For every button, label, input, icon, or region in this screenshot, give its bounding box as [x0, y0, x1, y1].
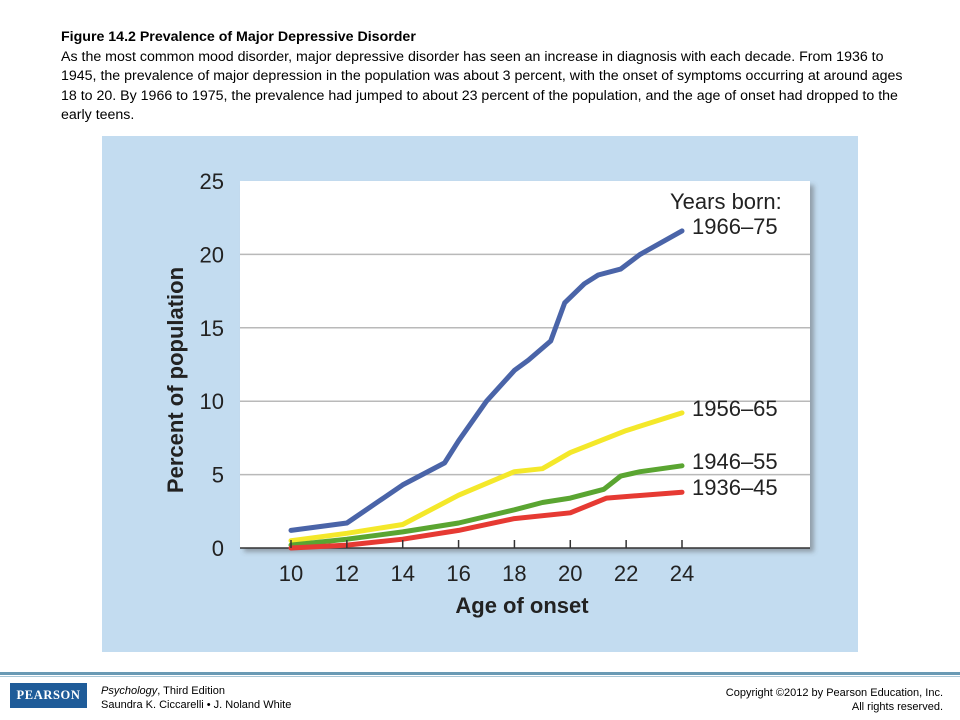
pearson-logo: PEARSON	[10, 683, 87, 708]
x-tick-label: 10	[279, 561, 303, 586]
series-line	[288, 228, 685, 533]
series-label: 1956–65	[692, 396, 778, 421]
y-tick-label: 5	[212, 463, 224, 488]
figure-caption: Figure 14.2 Prevalence of Major Depressi…	[61, 28, 921, 126]
copyright-line-1: Copyright ©2012 by Pearson Education, In…	[725, 687, 943, 699]
y-axis-label: Percent of population	[163, 267, 188, 493]
figure-title: Figure 14.2 Prevalence of Major Depressi…	[61, 29, 416, 45]
x-tick-label: 20	[558, 561, 582, 586]
y-tick-label: 25	[200, 169, 224, 194]
y-tick-label: 0	[212, 536, 224, 561]
series-lines	[288, 228, 685, 551]
y-axis-ticks: 0 5 10 15 20 25	[200, 169, 224, 561]
book-info: Psychology, Third Edition Saundra K. Cic…	[101, 684, 291, 712]
legend-title: Years born:	[670, 189, 782, 214]
footer-divider-thin	[0, 676, 960, 677]
series-label: 1936–45	[692, 475, 778, 500]
x-tick-label: 12	[335, 561, 359, 586]
x-tick-label: 16	[446, 561, 470, 586]
book-edition: , Third Edition	[157, 685, 225, 697]
y-tick-label: 20	[200, 242, 224, 267]
figure-description: As the most common mood disorder, major …	[61, 48, 903, 124]
series-line	[288, 410, 685, 544]
copyright-notice: Copyright ©2012 by Pearson Education, In…	[726, 686, 943, 714]
footer-divider	[0, 672, 960, 675]
series-line	[288, 489, 685, 551]
x-tick-label: 22	[614, 561, 638, 586]
book-title: Psychology	[101, 685, 158, 697]
chart-panel: 0 5 10 15 20 25 10 12 14 16 18 20 22 24 Percent of p…	[102, 136, 858, 652]
line-chart: 0 5 10 15 20 25 10 12 14 16 18 20 22 24 Percent of p…	[163, 169, 810, 618]
y-tick-label: 10	[200, 389, 224, 414]
x-tick-label: 24	[670, 561, 694, 586]
y-tick-label: 15	[200, 316, 224, 341]
x-axis-ticks: 10 12 14 16 18 20 22 24	[279, 540, 694, 586]
series-label: 1946–55	[692, 449, 778, 474]
series-line	[288, 463, 685, 548]
book-authors: Saundra K. Ciccarelli • J. Noland White	[101, 699, 292, 711]
copyright-line-2: All rights reserved.	[851, 701, 943, 713]
x-tick-label: 14	[390, 561, 414, 586]
x-axis-label: Age of onset	[455, 593, 589, 618]
series-label: 1966–75	[692, 214, 778, 239]
grid-lines	[240, 253, 810, 549]
x-tick-label: 18	[502, 561, 526, 586]
